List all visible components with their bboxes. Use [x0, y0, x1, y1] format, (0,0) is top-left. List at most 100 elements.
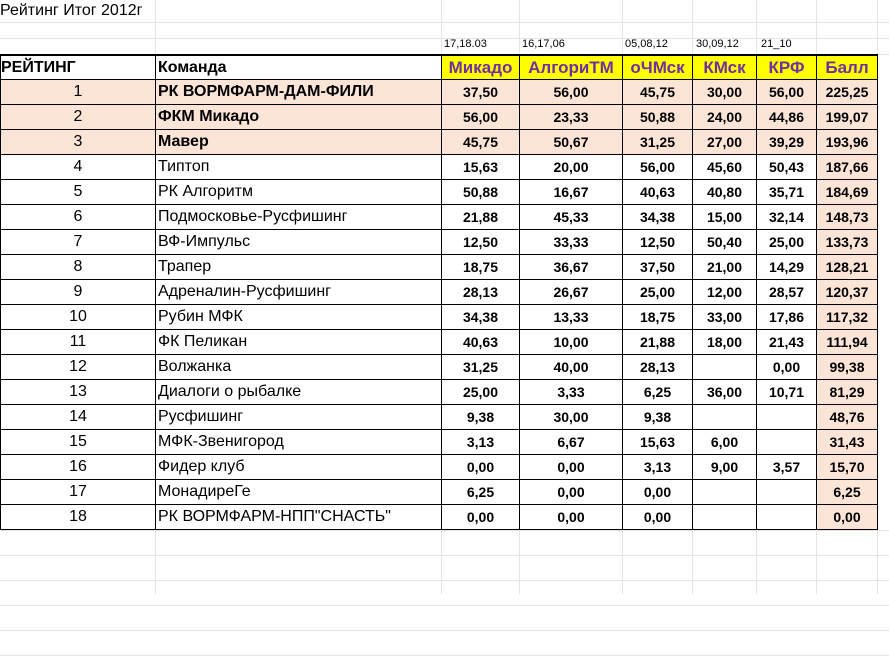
score-cell[interactable]: 56,00 — [519, 79, 623, 105]
total-cell[interactable]: 148,73 — [816, 204, 878, 230]
score-cell[interactable]: 0,00 — [622, 479, 693, 505]
header-rank[interactable]: РЕЙТИНГ — [0, 54, 156, 80]
score-cell[interactable]: 3,13 — [622, 454, 693, 480]
score-cell[interactable]: 21,43 — [756, 329, 817, 355]
rank-cell[interactable]: 2 — [0, 104, 156, 130]
score-cell[interactable]: 26,67 — [519, 279, 623, 305]
score-cell[interactable] — [692, 404, 757, 430]
score-cell[interactable]: 24,00 — [692, 104, 757, 130]
team-cell[interactable]: Типтоп — [155, 154, 442, 180]
total-cell[interactable]: 128,21 — [816, 254, 878, 280]
score-cell[interactable]: 3,13 — [441, 429, 520, 455]
score-cell[interactable]: 40,63 — [441, 329, 520, 355]
team-cell[interactable]: Диалоги о рыбалке — [155, 379, 442, 405]
rank-cell[interactable]: 1 — [0, 79, 156, 105]
team-cell[interactable]: ВФ-Импульс — [155, 229, 442, 255]
score-cell[interactable]: 3,33 — [519, 379, 623, 405]
score-cell[interactable]: 10,00 — [519, 329, 623, 355]
score-cell[interactable]: 12,50 — [441, 229, 520, 255]
rank-cell[interactable]: 18 — [0, 504, 156, 530]
header-krf[interactable]: КРФ — [756, 54, 817, 80]
rank-cell[interactable]: 14 — [0, 404, 156, 430]
header-algoritm[interactable]: АлгориТМ — [519, 54, 623, 80]
rank-cell[interactable]: 13 — [0, 379, 156, 405]
total-cell[interactable]: 31,43 — [816, 429, 878, 455]
score-cell[interactable]: 31,25 — [441, 354, 520, 380]
header-total[interactable]: Балл — [816, 54, 878, 80]
score-cell[interactable]: 37,50 — [441, 79, 520, 105]
score-cell[interactable]: 45,75 — [441, 129, 520, 155]
score-cell[interactable]: 0,00 — [756, 354, 817, 380]
score-cell[interactable]: 30,00 — [519, 404, 623, 430]
score-cell[interactable]: 0,00 — [441, 454, 520, 480]
score-cell[interactable]: 28,13 — [441, 279, 520, 305]
score-cell[interactable]: 45,33 — [519, 204, 623, 230]
score-cell[interactable]: 6,25 — [622, 379, 693, 405]
score-cell[interactable]: 45,60 — [692, 154, 757, 180]
score-cell[interactable]: 37,50 — [622, 254, 693, 280]
score-cell[interactable]: 56,00 — [622, 154, 693, 180]
rank-cell[interactable]: 15 — [0, 429, 156, 455]
total-cell[interactable]: 111,94 — [816, 329, 878, 355]
total-cell[interactable]: 133,73 — [816, 229, 878, 255]
score-cell[interactable]: 50,88 — [622, 104, 693, 130]
score-cell[interactable] — [756, 404, 817, 430]
score-cell[interactable]: 30,00 — [692, 79, 757, 105]
score-cell[interactable]: 36,67 — [519, 254, 623, 280]
team-cell[interactable]: ФКМ Микадо — [155, 104, 442, 130]
score-cell[interactable] — [756, 479, 817, 505]
score-cell[interactable]: 40,00 — [519, 354, 623, 380]
score-cell[interactable]: 0,00 — [519, 479, 623, 505]
rank-cell[interactable]: 6 — [0, 204, 156, 230]
score-cell[interactable]: 15,00 — [692, 204, 757, 230]
score-cell[interactable]: 0,00 — [519, 454, 623, 480]
rank-cell[interactable]: 4 — [0, 154, 156, 180]
score-cell[interactable]: 56,00 — [441, 104, 520, 130]
score-cell[interactable]: 15,63 — [441, 154, 520, 180]
score-cell[interactable]: 56,00 — [756, 79, 817, 105]
score-cell[interactable]: 6,67 — [519, 429, 623, 455]
score-cell[interactable]: 34,38 — [622, 204, 693, 230]
rank-cell[interactable]: 17 — [0, 479, 156, 505]
total-cell[interactable]: 0,00 — [816, 504, 878, 530]
score-cell[interactable]: 28,13 — [622, 354, 693, 380]
score-cell[interactable]: 21,88 — [622, 329, 693, 355]
score-cell[interactable]: 10,71 — [756, 379, 817, 405]
team-cell[interactable]: Подмосковье-Русфишинг — [155, 204, 442, 230]
header-kmsk[interactable]: КМск — [692, 54, 757, 80]
team-cell[interactable]: Трапер — [155, 254, 442, 280]
score-cell[interactable]: 9,38 — [441, 404, 520, 430]
score-cell[interactable] — [692, 479, 757, 505]
team-cell[interactable]: Адреналин-Русфишинг — [155, 279, 442, 305]
score-cell[interactable]: 16,67 — [519, 179, 623, 205]
score-cell[interactable] — [692, 504, 757, 530]
team-cell[interactable]: Русфишинг — [155, 404, 442, 430]
rank-cell[interactable]: 5 — [0, 179, 156, 205]
score-cell[interactable]: 6,00 — [692, 429, 757, 455]
score-cell[interactable]: 12,50 — [622, 229, 693, 255]
total-cell[interactable]: 193,96 — [816, 129, 878, 155]
score-cell[interactable]: 40,63 — [622, 179, 693, 205]
score-cell[interactable]: 23,33 — [519, 104, 623, 130]
score-cell[interactable]: 33,33 — [519, 229, 623, 255]
score-cell[interactable]: 12,00 — [692, 279, 757, 305]
rank-cell[interactable]: 7 — [0, 229, 156, 255]
total-cell[interactable]: 199,07 — [816, 104, 878, 130]
total-cell[interactable]: 99,38 — [816, 354, 878, 380]
score-cell[interactable]: 14,29 — [756, 254, 817, 280]
score-cell[interactable]: 45,75 — [622, 79, 693, 105]
score-cell[interactable]: 36,00 — [692, 379, 757, 405]
score-cell[interactable]: 9,38 — [622, 404, 693, 430]
rank-cell[interactable]: 16 — [0, 454, 156, 480]
header-ochmsk[interactable]: оЧМск — [622, 54, 693, 80]
team-cell[interactable]: РК ВОРМФАРМ-ДАМ-ФИЛИ — [155, 79, 442, 105]
score-cell[interactable]: 33,00 — [692, 304, 757, 330]
team-cell[interactable]: ФК Пеликан — [155, 329, 442, 355]
rank-cell[interactable]: 11 — [0, 329, 156, 355]
score-cell[interactable]: 18,00 — [692, 329, 757, 355]
score-cell[interactable]: 3,57 — [756, 454, 817, 480]
score-cell[interactable]: 9,00 — [692, 454, 757, 480]
score-cell[interactable]: 25,00 — [756, 229, 817, 255]
team-cell[interactable]: МонадиреГе — [155, 479, 442, 505]
team-cell[interactable]: МФК-Звенигород — [155, 429, 442, 455]
